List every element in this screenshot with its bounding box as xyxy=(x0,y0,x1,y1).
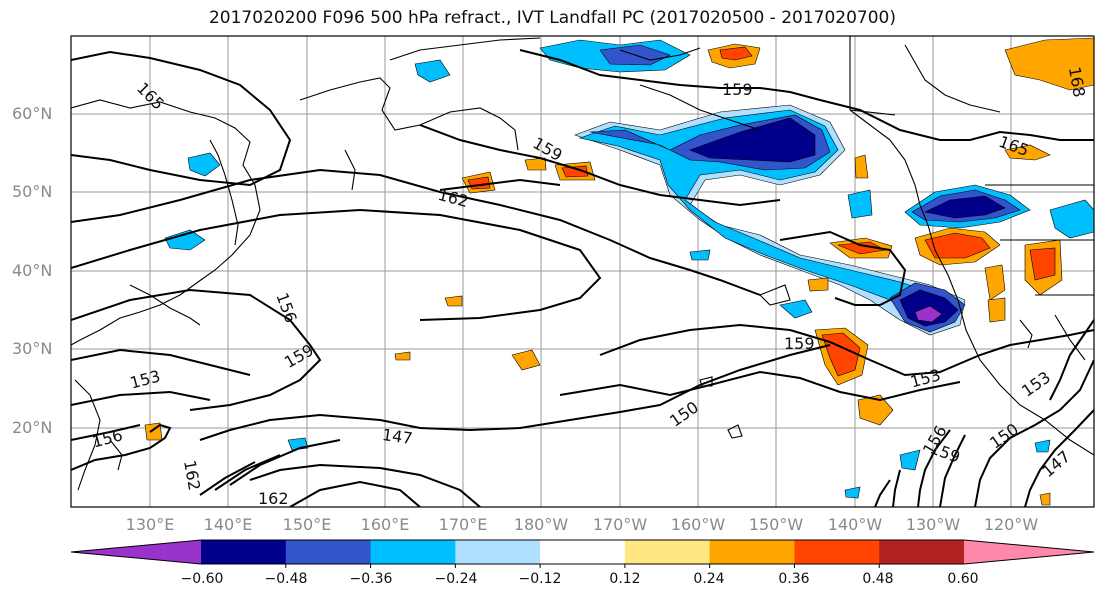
contour-label: 159 xyxy=(722,80,753,99)
lon-label: 160°E xyxy=(360,515,410,534)
map-plot-area: 165 159 159 162 165 156 159 159 153 153 … xyxy=(71,36,1094,508)
colorbar-segment xyxy=(455,540,541,564)
lon-label: 160°W xyxy=(670,515,726,534)
contour-label: 162 xyxy=(258,489,289,508)
contour-label: 162 xyxy=(436,185,470,211)
contour-label: 156 xyxy=(90,425,124,451)
negative-anomaly-region xyxy=(847,189,873,219)
negative-anomaly-region xyxy=(689,249,711,261)
negative-anomaly-region xyxy=(779,299,813,319)
lat-label-40: 40°N xyxy=(12,261,53,280)
positive-anomaly-region xyxy=(561,165,589,178)
positive-anomaly-region xyxy=(444,295,463,307)
contour-label: 150 xyxy=(666,398,702,431)
colorbar-segment xyxy=(540,540,626,564)
negative-anomaly-region xyxy=(689,117,816,163)
contour-label: 159 xyxy=(784,334,815,353)
negative-anomaly-region xyxy=(578,109,959,326)
colorbar-segment xyxy=(709,540,795,564)
contour-label: 153 xyxy=(908,365,942,391)
colorbar-tick-label: 0.12 xyxy=(609,571,641,587)
negative-anomaly-region xyxy=(899,449,921,471)
negative-anomaly-region xyxy=(187,152,221,177)
contour-label: 153 xyxy=(128,366,162,392)
positive-anomaly-region xyxy=(924,232,991,259)
negative-anomaly-region xyxy=(1049,199,1094,239)
negative-anomaly-region xyxy=(414,59,451,83)
negative-anomaly-region xyxy=(914,305,943,323)
negative-anomaly-region xyxy=(1034,439,1051,453)
colorbar-tick-label: −0.60 xyxy=(180,571,224,587)
colorbar-extend-max xyxy=(964,540,1094,564)
colorbar-tick-label: −0.48 xyxy=(264,571,308,587)
lon-label: 130°W xyxy=(905,515,961,534)
positive-anomaly-region xyxy=(1039,492,1051,506)
lon-label: 140°E xyxy=(203,515,253,534)
colorbar-tick-label: −0.36 xyxy=(349,571,393,587)
lon-label: 170°W xyxy=(592,515,648,534)
plot-frame xyxy=(70,35,1095,508)
negative-anomaly-region xyxy=(924,195,1006,219)
lon-label: 180°W xyxy=(513,515,569,534)
contour-label: 165 xyxy=(133,79,168,114)
colorbar-segment xyxy=(879,540,965,564)
positive-anomaly-region xyxy=(857,394,894,426)
contour-label: 165 xyxy=(996,132,1031,160)
colorbar-tick-label: 0.60 xyxy=(947,571,979,587)
lat-label-50: 50°N xyxy=(12,182,53,201)
colorbar-outline xyxy=(70,539,1095,565)
positive-anomaly-region xyxy=(394,351,411,361)
contour-label: 162 xyxy=(180,459,204,492)
positive-anomaly-region xyxy=(987,297,1006,323)
colorbar-segment xyxy=(370,540,456,564)
map-title: 2017020200 F096 500 hPa refract., IVT La… xyxy=(208,8,896,28)
positive-anomaly-region xyxy=(1004,144,1051,161)
positive-anomaly-region xyxy=(984,264,1006,301)
negative-anomaly-region xyxy=(164,229,206,251)
coastlines xyxy=(71,36,1094,491)
colorbar-tick-label: 0.48 xyxy=(862,571,894,587)
lon-label: 130°E xyxy=(125,515,175,534)
positive-anomaly-region xyxy=(807,277,829,292)
lat-label-20: 20°N xyxy=(12,418,53,437)
colorbar-tick-label: 0.24 xyxy=(693,571,725,587)
colorbar-segment xyxy=(285,540,372,564)
positive-anomaly-region xyxy=(1004,37,1094,91)
colorbar-segment xyxy=(794,540,880,564)
colorbar-extend-min xyxy=(71,540,201,564)
graticule xyxy=(71,36,1094,507)
positive-anomaly-region xyxy=(719,46,753,61)
contour-label: 156 xyxy=(272,290,300,325)
lat-label-30: 30°N xyxy=(12,339,53,358)
colorbar-tick-label: −0.24 xyxy=(434,571,478,587)
contour-label: 153 xyxy=(1018,368,1054,401)
colorbar-tick-label: −0.12 xyxy=(518,571,562,587)
positive-anomaly-region xyxy=(1029,247,1056,281)
height-contours xyxy=(71,49,1094,507)
negative-anomaly-region xyxy=(844,486,861,499)
lon-label: 170°E xyxy=(438,515,488,534)
positive-anomaly-region xyxy=(854,154,869,179)
positive-anomaly-region xyxy=(511,349,541,371)
lon-label: 120°W xyxy=(983,515,1039,534)
lon-label: 150°W xyxy=(748,515,804,534)
contour-label: 168 xyxy=(1065,65,1089,98)
lon-label: 140°W xyxy=(827,515,883,534)
lon-label: 150°E xyxy=(282,515,332,534)
colorbar xyxy=(70,539,1095,568)
contour-label: 150 xyxy=(986,420,1022,453)
colorbar-segment xyxy=(624,540,711,564)
colorbar-segment xyxy=(201,540,287,564)
lat-label-60: 60°N xyxy=(12,104,53,123)
contour-label: 147 xyxy=(381,425,414,448)
colorbar-tick-label: 0.36 xyxy=(778,571,810,587)
